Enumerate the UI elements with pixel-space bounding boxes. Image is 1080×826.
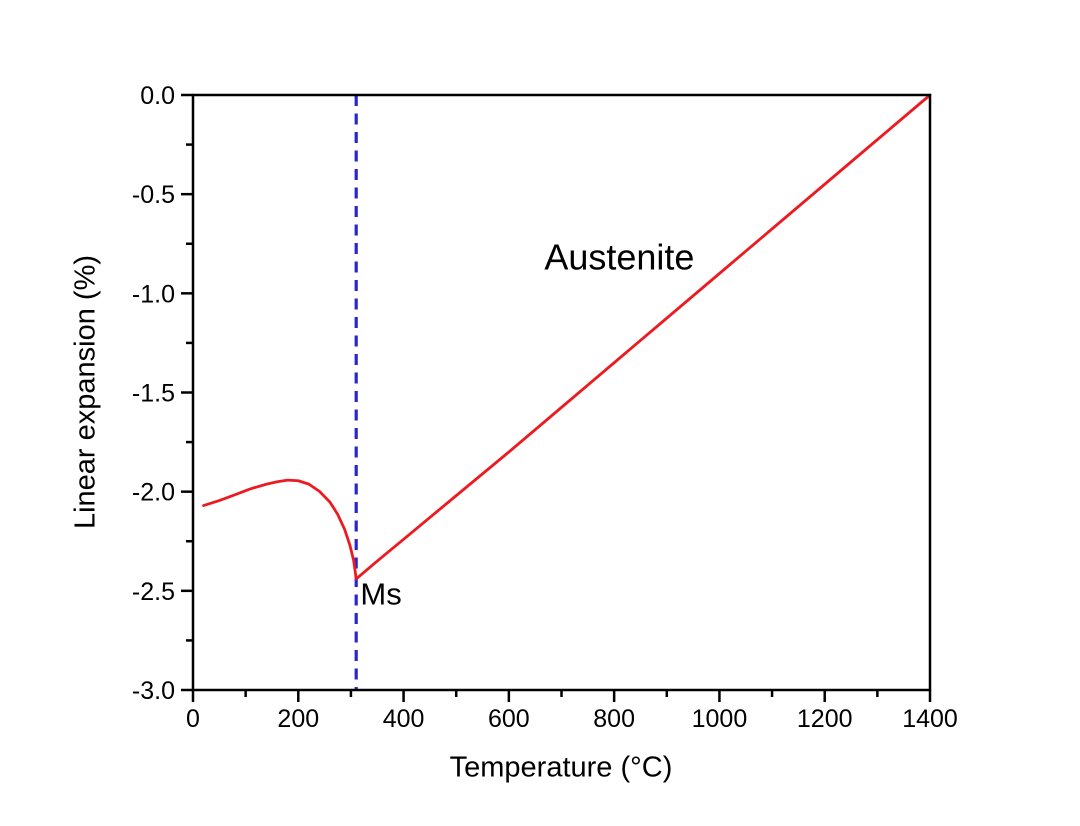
y-tick-label: -3.0 (132, 677, 175, 705)
plot-frame (191, 93, 932, 692)
x-tick-label: 1000 (692, 705, 748, 733)
x-tick-label: 1400 (902, 705, 958, 733)
x-axis-title: Temperature (°C) (449, 751, 673, 784)
y-tick-label: -1.0 (132, 280, 175, 308)
x-tick-label: 1200 (797, 705, 853, 733)
y-tick-label: 0.0 (140, 82, 175, 110)
expansion-curve (202, 93, 932, 581)
x-tick-label: 400 (383, 705, 425, 733)
x-tick-label: 200 (277, 705, 319, 733)
y-tick-label: -0.5 (132, 181, 175, 209)
annotation-austenite: Austenite (544, 237, 694, 278)
y-tick-label: -2.0 (132, 479, 175, 507)
x-tick-label: 0 (186, 705, 200, 733)
y-tick-label: -1.5 (132, 380, 175, 408)
x-tick-label: 600 (488, 705, 530, 733)
y-axis-title: Linear expansion (%) (69, 254, 102, 530)
x-tick-label: 800 (593, 705, 635, 733)
annotation-ms: Ms (360, 577, 401, 612)
y-tick-label: -2.5 (132, 578, 175, 606)
